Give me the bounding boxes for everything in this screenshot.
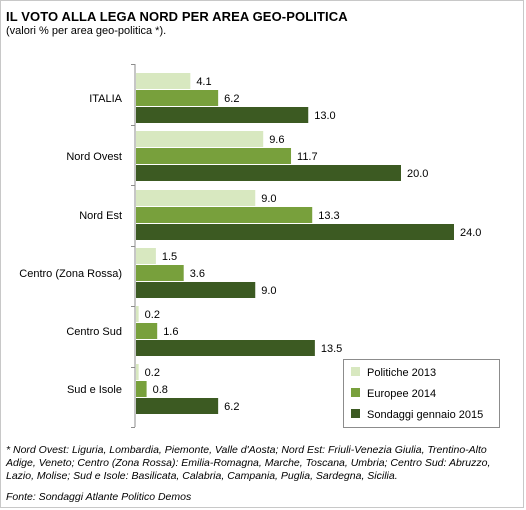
data-label-sondaggi-gennaio-2015-nord-est: 24.0	[460, 227, 481, 239]
bar-politiche-2013-nord-ovest	[136, 131, 264, 147]
legend-label-sondaggi-gennaio-2015: Sondaggi gennaio 2015	[367, 409, 483, 421]
bar-sondaggi-gennaio-2015-nord-est	[136, 224, 454, 240]
data-label-sondaggi-gennaio-2015-italia: 13.0	[314, 110, 335, 122]
bar-europee-2014-centro-sud	[136, 323, 158, 339]
data-label-sondaggi-gennaio-2015-nord-ovest: 20.0	[407, 168, 428, 180]
bar-europee-2014-nord-est	[136, 207, 313, 223]
category-label-centro-sud: Centro Sud	[66, 326, 122, 338]
data-label-politiche-2013-nord-est: 9.0	[261, 193, 276, 205]
source-note: Fonte: Sondaggi Atlante Politico Demos	[6, 491, 192, 503]
bar-europee-2014-centro-zona-rossa	[136, 265, 184, 281]
category-label-nord-ovest: Nord Ovest	[66, 151, 122, 163]
bar-sondaggi-gennaio-2015-nord-ovest	[136, 165, 401, 181]
data-label-sondaggi-gennaio-2015-sud-e-isole: 6.2	[224, 401, 239, 413]
footnote: * Nord Ovest: Liguria, Lombardia, Piemon…	[6, 444, 491, 482]
bar-sondaggi-gennaio-2015-italia	[136, 107, 309, 123]
data-label-europee-2014-centro-sud: 1.6	[163, 326, 178, 338]
bar-sondaggi-gennaio-2015-centro-sud	[136, 340, 315, 356]
bar-sondaggi-gennaio-2015-sud-e-isole	[136, 398, 219, 414]
data-label-politiche-2013-centro-sud: 0.2	[145, 309, 160, 321]
legend-label-europee-2014: Europee 2014	[367, 388, 436, 400]
bar-chart: ITALIA 4.1 6.2 13.0 Nord Ovest 9.6 11.7 20.0 Nor…	[19, 64, 500, 428]
chart-title: IL VOTO ALLA LEGA NORD PER AREA GEO-POLI…	[6, 9, 348, 24]
category-label-nord-est: Nord Est	[79, 210, 122, 222]
bar-politiche-2013-sud-e-isole	[136, 364, 139, 380]
bar-europee-2014-sud-e-isole	[136, 381, 147, 397]
data-label-politiche-2013-italia: 4.1	[196, 76, 211, 88]
bar-politiche-2013-italia	[136, 73, 191, 89]
legend-label-politiche-2013: Politiche 2013	[367, 367, 436, 379]
data-label-europee-2014-centro-zona-rossa: 3.6	[190, 268, 205, 280]
bar-politiche-2013-centro-sud	[136, 306, 139, 322]
legend-swatch-sondaggi-gennaio-2015	[351, 409, 360, 418]
bar-politiche-2013-nord-est	[136, 190, 256, 206]
category-label-sud-e-isole: Sud e Isole	[67, 384, 122, 396]
bar-politiche-2013-centro-zona-rossa	[136, 248, 156, 264]
bar-europee-2014-nord-ovest	[136, 148, 292, 164]
data-label-europee-2014-nord-ovest: 11.7	[297, 151, 318, 163]
chart-subtitle: (valori % per area geo-politica *).	[6, 25, 167, 37]
legend-swatch-europee-2014	[351, 388, 360, 397]
bar-sondaggi-gennaio-2015-centro-zona-rossa	[136, 282, 256, 298]
legend-swatch-politiche-2013	[351, 367, 360, 376]
data-label-politiche-2013-centro-zona-rossa: 1.5	[162, 251, 177, 263]
data-label-politiche-2013-nord-ovest: 9.6	[269, 134, 284, 146]
category-label-italia: ITALIA	[89, 93, 122, 105]
data-label-europee-2014-italia: 6.2	[224, 93, 239, 105]
category-label-centro-zona-rossa: Centro (Zona Rossa)	[19, 268, 122, 280]
data-label-sondaggi-gennaio-2015-centro-sud: 13.5	[321, 343, 342, 355]
bar-europee-2014-italia	[136, 90, 219, 106]
data-label-europee-2014-sud-e-isole: 0.8	[153, 384, 168, 396]
data-label-politiche-2013-sud-e-isole: 0.2	[145, 367, 160, 379]
data-label-sondaggi-gennaio-2015-centro-zona-rossa: 9.0	[261, 285, 276, 297]
legend-box	[343, 359, 500, 428]
data-label-europee-2014-nord-est: 13.3	[318, 210, 339, 222]
